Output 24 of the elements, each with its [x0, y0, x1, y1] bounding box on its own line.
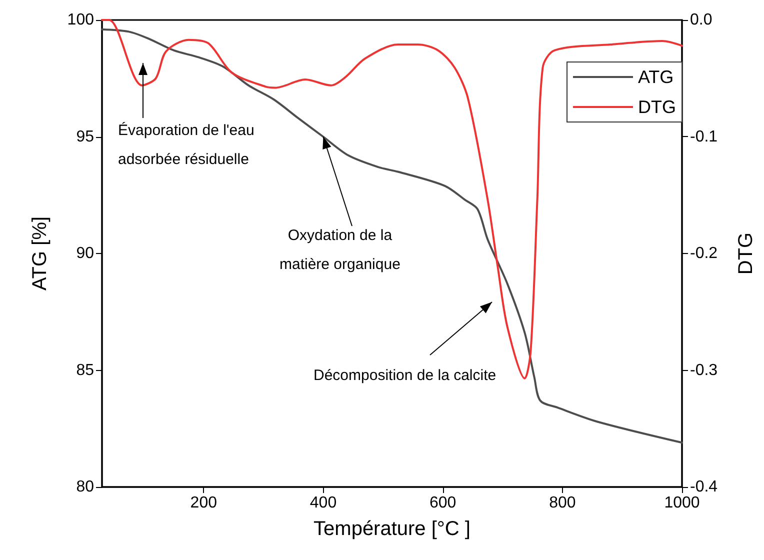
y-tick-label: 95: [76, 128, 94, 146]
y-axis-title: ATG [%]: [29, 216, 51, 291]
line-series: [101, 28, 683, 444]
x-tick-label: 1000: [664, 494, 700, 512]
y2-tick-label: -0.1: [690, 128, 718, 146]
x-tick-label: 400: [310, 494, 337, 512]
annotation: Décomposition de la calcite: [314, 366, 496, 386]
y-tick-label: 80: [76, 478, 94, 496]
y2-axis-title: DTG: [735, 232, 757, 275]
y2-tick-label: -0.4: [690, 478, 718, 496]
x-axis-title: Température [°C ]: [314, 518, 470, 540]
y2-tick-label: -0.2: [690, 245, 718, 262]
y2-tick-label: 0.0: [690, 12, 712, 28]
y-tick-label: 100: [67, 12, 94, 28]
legend-label: DTG: [638, 97, 676, 117]
y-tick-label: 85: [76, 362, 94, 379]
x-tick-label: 600: [429, 494, 456, 512]
x-tick-label: 800: [549, 494, 576, 512]
x-tick-label: 200: [190, 494, 218, 512]
y2-tick-label: -0.3: [690, 362, 718, 379]
y-tick-label: 90: [76, 245, 94, 262]
annotation: Évaporation de l'eau adsorbée résiduelle: [118, 121, 254, 170]
legend-label: ATG: [638, 67, 674, 87]
annotation: Oxydation de la matière organique: [280, 226, 400, 275]
